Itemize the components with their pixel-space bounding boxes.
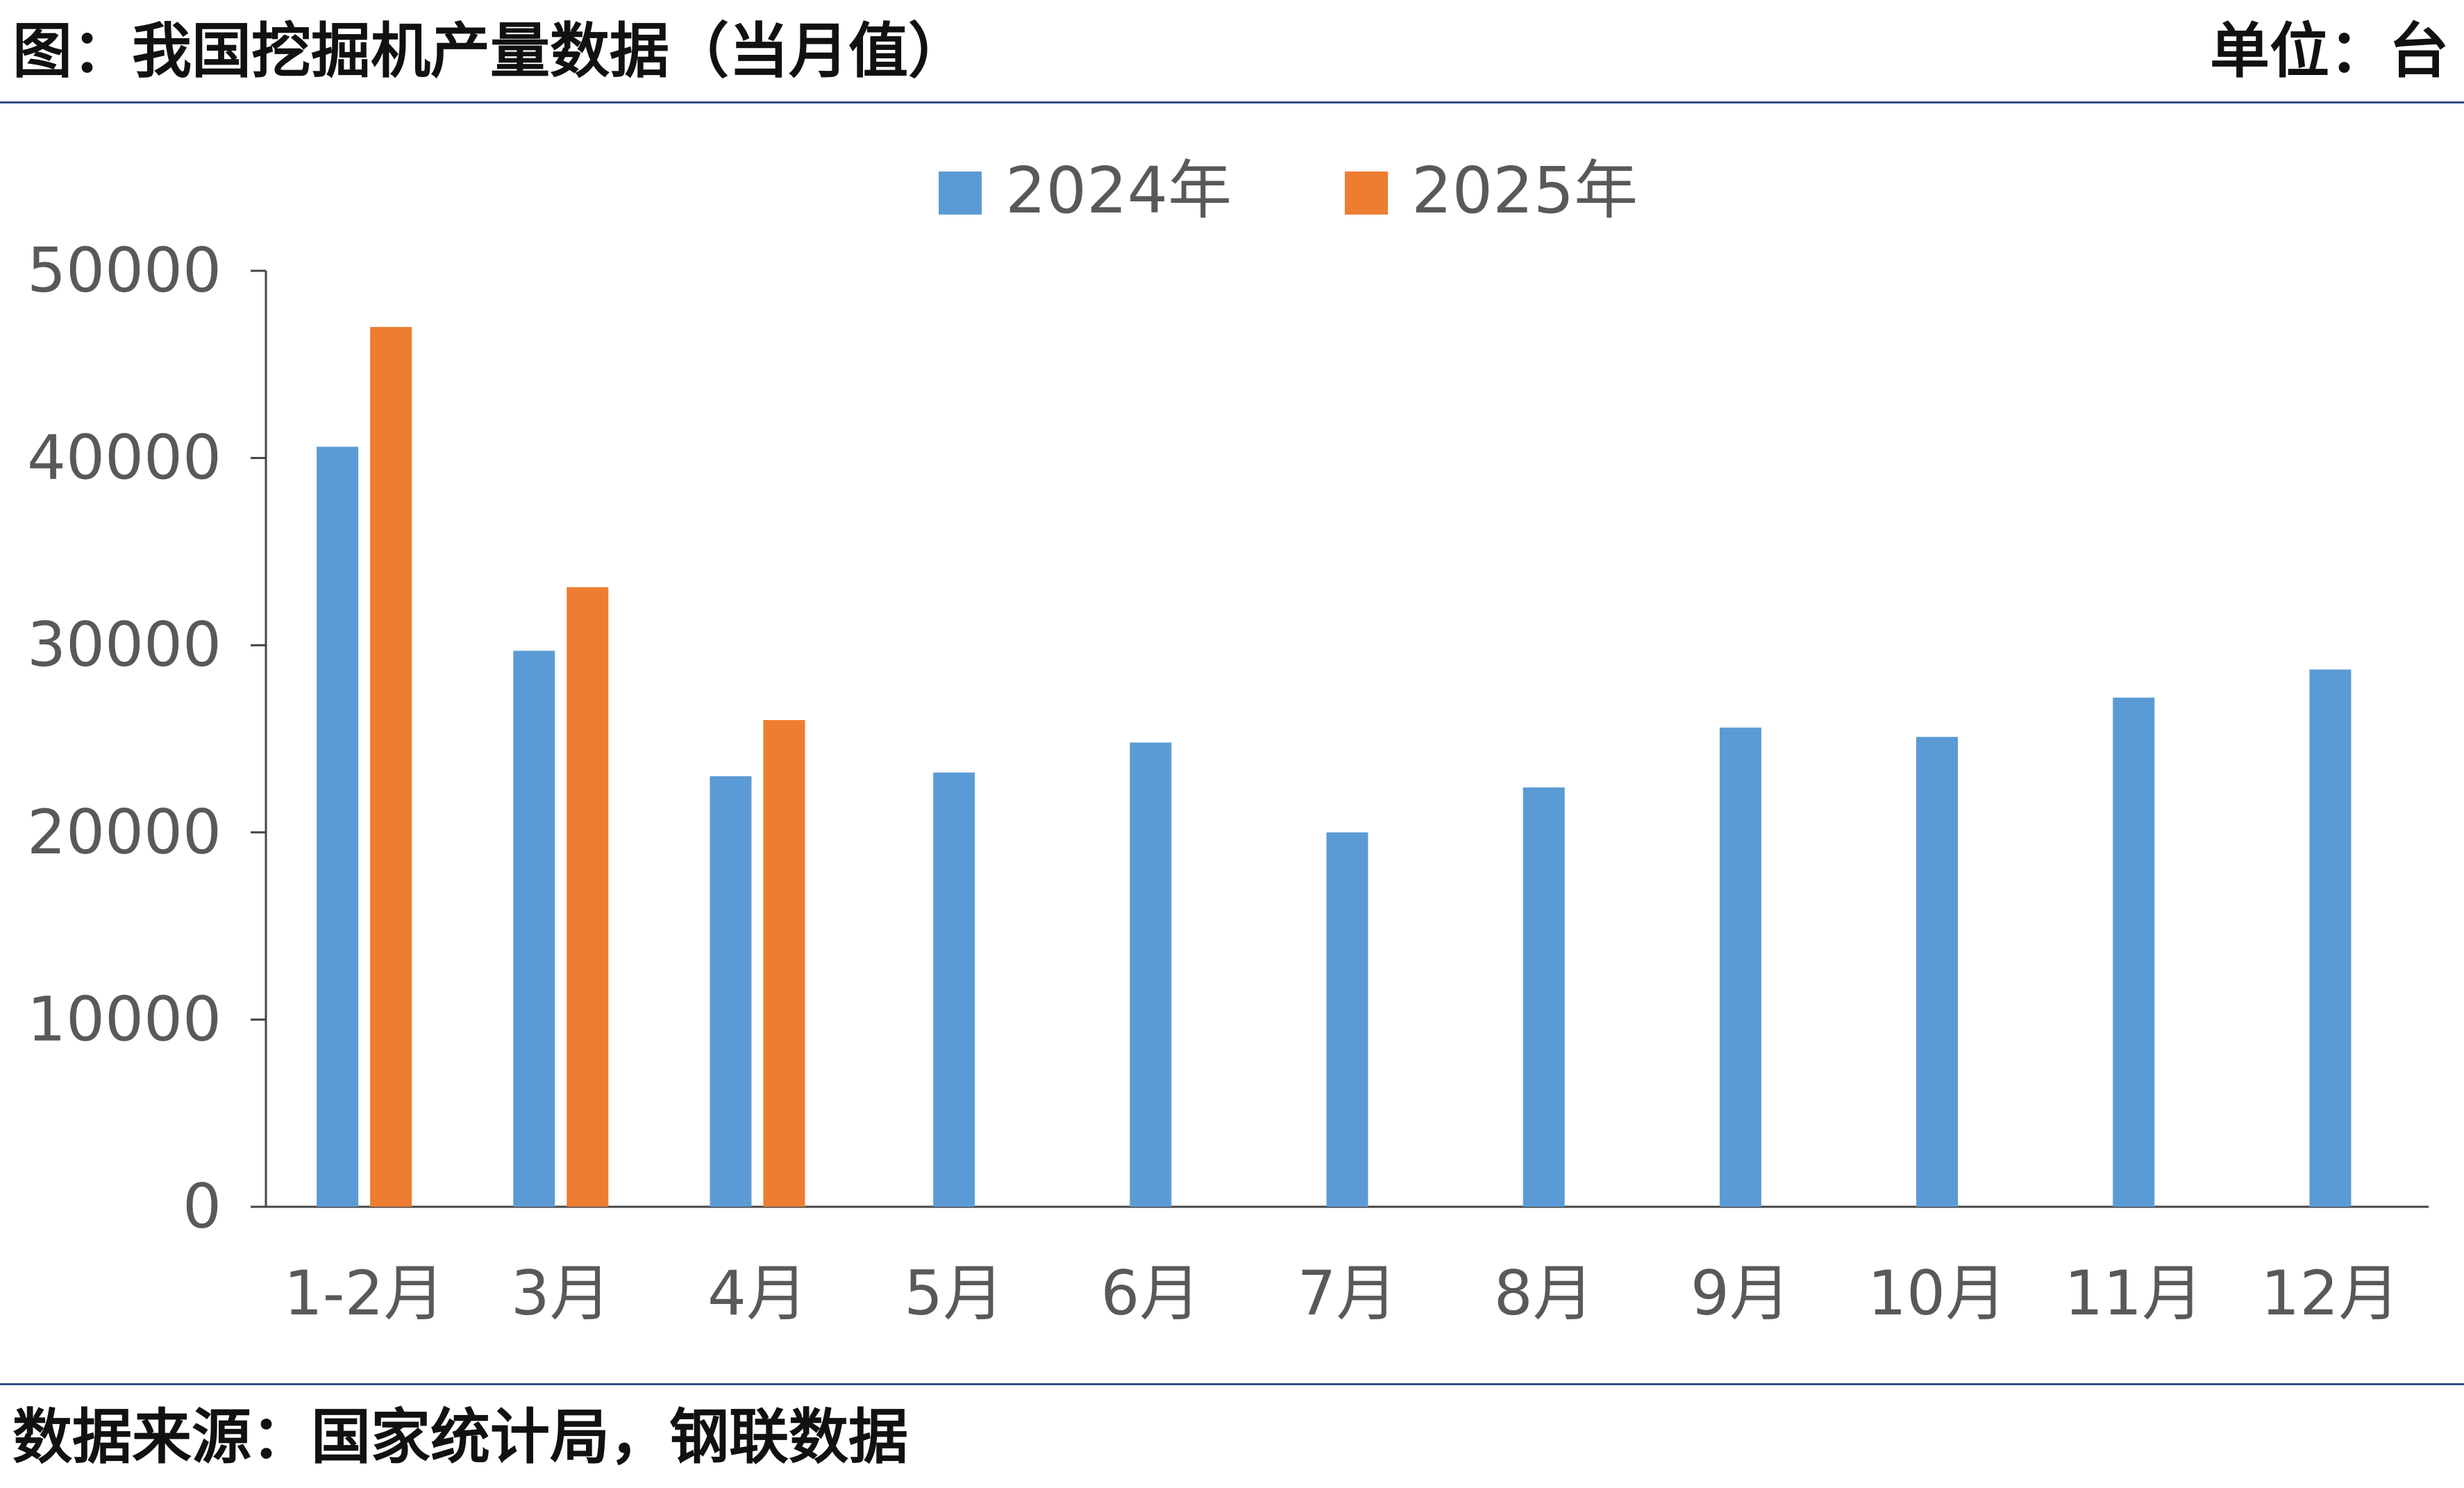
top-divider	[0, 101, 2464, 103]
bar-2024	[1130, 742, 1172, 1207]
y-tick-label: 0	[183, 1171, 221, 1242]
bar-2025	[567, 587, 609, 1207]
x-tick-label: 10月	[1868, 1257, 2006, 1329]
bar-2024	[1523, 787, 1565, 1207]
x-axis: 1-2月 3月 4月 5月 6月 7月 8月 9月 10月 11月 12月	[266, 1205, 2429, 1329]
y-tick-label: 40000	[27, 422, 221, 494]
legend-label: 2024年	[1005, 153, 1232, 228]
y-tick-label: 10000	[27, 983, 221, 1055]
x-tick-label: 6月	[1100, 1257, 1200, 1329]
source-note: 数据来源：国家统计局，钢联数据	[12, 1403, 908, 1472]
bar-2025	[370, 326, 412, 1207]
unit-label: 单位：台	[2210, 17, 2449, 86]
x-tick-label: 4月	[707, 1257, 807, 1329]
bar-2024	[2113, 697, 2155, 1207]
x-tick-label: 5月	[904, 1257, 1004, 1329]
bar-2024	[933, 772, 975, 1207]
x-tick-label: 3月	[511, 1257, 611, 1329]
bars	[317, 326, 2352, 1207]
bar-2024	[1719, 727, 1761, 1207]
bar-2024	[2309, 669, 2352, 1207]
x-tick-label: 12月	[2261, 1257, 2399, 1329]
y-tick-label: 20000	[27, 796, 221, 868]
y-tick-label: 30000	[27, 609, 221, 680]
bar-2024	[710, 776, 752, 1207]
x-tick-label: 11月	[2064, 1257, 2203, 1329]
bar-2024	[513, 651, 555, 1207]
x-tick-label: 8月	[1494, 1257, 1594, 1329]
legend-swatch	[939, 172, 982, 215]
legend-label: 2025年	[1411, 153, 1638, 228]
y-axis: 0 10000 20000 30000 40000 50000	[27, 235, 267, 1242]
bottom-divider	[0, 1383, 2464, 1385]
chart-title: 图：我国挖掘机产量数据（当月值）	[12, 17, 968, 86]
y-tick-label: 50000	[27, 235, 221, 306]
bar-2024	[317, 446, 359, 1207]
bar-2024	[1916, 737, 1959, 1207]
bar-2025	[763, 720, 805, 1207]
legend-swatch	[1345, 172, 1388, 215]
legend: 2024年 2025年	[939, 153, 1638, 228]
x-tick-label: 7月	[1298, 1257, 1398, 1329]
x-tick-label: 1-2月	[284, 1257, 445, 1329]
bar-2024	[1326, 832, 1368, 1207]
x-tick-label: 9月	[1691, 1257, 1791, 1329]
